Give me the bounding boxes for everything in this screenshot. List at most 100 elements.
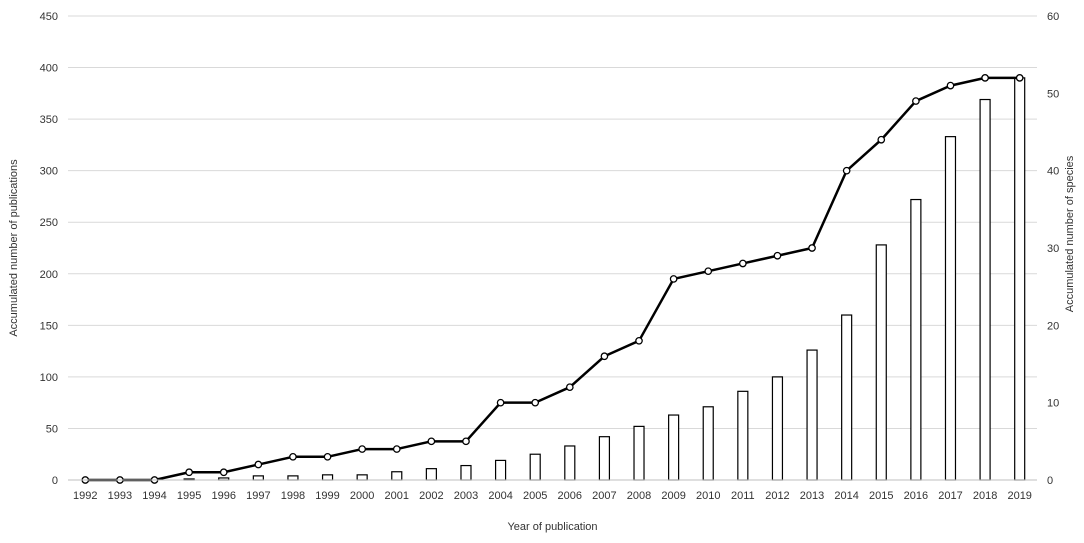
y-tick-label-right: 40 — [1047, 166, 1059, 178]
y-tick-label-right: 20 — [1047, 320, 1059, 332]
bar — [494, 459, 507, 481]
bar — [668, 414, 680, 481]
y-tick-label-left: 200 — [40, 269, 58, 281]
line-point — [392, 445, 401, 453]
bar — [806, 349, 818, 481]
x-tick-label: 2003 — [454, 490, 478, 502]
y-tick-label-right: 30 — [1047, 243, 1059, 255]
line-point — [531, 398, 540, 407]
line-point — [219, 468, 228, 477]
line-point — [981, 74, 989, 82]
x-tick-label: 2000 — [350, 490, 374, 502]
bar — [944, 136, 957, 481]
y-tick-label-left: 50 — [46, 423, 58, 435]
x-tick-label: 2001 — [385, 490, 409, 502]
x-tick-label: 2013 — [800, 490, 824, 502]
bar — [564, 445, 576, 481]
y-tick-label-left: 450 — [40, 11, 58, 23]
line-point — [358, 445, 367, 453]
line-point — [185, 468, 193, 477]
line-point — [462, 437, 470, 446]
line-point — [946, 81, 955, 90]
line-point — [773, 251, 782, 260]
x-tick-label: 2004 — [488, 490, 512, 502]
x-tick-label: 1997 — [246, 490, 270, 502]
y-tick-label-left: 250 — [40, 217, 58, 229]
bar — [321, 474, 334, 481]
bar — [702, 406, 714, 481]
y-tick-label-left: 100 — [40, 372, 58, 384]
line-point — [635, 336, 643, 345]
y-tick-label-right: 10 — [1047, 398, 1059, 410]
bar — [252, 475, 264, 481]
y-tick-label-right: 0 — [1047, 475, 1053, 487]
x-axis-title: Year of publication — [507, 521, 597, 533]
x-tick-label: 2009 — [661, 490, 685, 502]
x-tick-label: 2019 — [1007, 490, 1031, 502]
bar — [391, 471, 403, 481]
line-point — [912, 97, 920, 105]
line-point — [323, 452, 332, 461]
bar — [771, 376, 784, 481]
x-tick-label: 1994 — [142, 490, 166, 502]
line-series — [81, 74, 1024, 484]
x-tick-label: 2012 — [765, 490, 789, 502]
bar — [633, 425, 645, 481]
x-tick-label: 2008 — [627, 490, 651, 502]
x-tick-label: 2014 — [834, 490, 858, 502]
line-point — [427, 437, 436, 446]
line-point — [565, 383, 574, 392]
line-point — [496, 398, 505, 407]
y-axis-title-left: Accumulated number of publications — [8, 159, 20, 337]
y-tick-label-left: 300 — [40, 166, 58, 178]
x-tick-label: 2007 — [592, 490, 616, 502]
bar — [598, 436, 611, 481]
right-axis-ticks: 0 10 20 30 40 50 60 — [1047, 11, 1059, 487]
bar — [841, 314, 853, 481]
bar — [875, 244, 887, 481]
x-tick-label: 1998 — [281, 490, 305, 502]
y-axis-title-right: Accumulated number of species — [1064, 155, 1076, 312]
bar — [1014, 77, 1026, 481]
x-tick-label: 2002 — [419, 490, 443, 502]
y-tick-label-left: 400 — [40, 63, 58, 75]
x-tick-label: 2006 — [558, 490, 582, 502]
x-tick-label: 1992 — [73, 490, 97, 502]
line-point — [669, 275, 678, 283]
line-point — [808, 244, 816, 252]
x-axis-ticks: 1992 1993 1994 1995 1996 1997 1998 1999 2000 2001… — [73, 490, 1032, 502]
bar — [910, 198, 922, 481]
x-tick-label: 2010 — [696, 490, 720, 502]
line-point — [877, 135, 886, 144]
left-axis-ticks: 0 50 100 150 200 250 300 350 400 450 — [40, 11, 58, 487]
y-tick-label-right: 60 — [1047, 11, 1059, 23]
x-tick-label: 2011 — [731, 490, 755, 502]
line-point — [254, 460, 263, 469]
x-tick-label: 1993 — [108, 490, 132, 502]
line-point — [1015, 74, 1024, 82]
gridlines — [68, 15, 1037, 429]
x-tick-label: 2017 — [938, 490, 962, 502]
x-tick-label: 1999 — [315, 490, 339, 502]
x-tick-label: 2016 — [904, 490, 928, 502]
bar — [979, 98, 991, 481]
y-tick-label-left: 150 — [40, 320, 58, 332]
y-tick-label-left: 0 — [52, 475, 58, 487]
bar — [425, 468, 437, 481]
x-tick-label: 2005 — [523, 490, 547, 502]
line-point — [289, 452, 297, 461]
bar-series — [183, 77, 1026, 481]
bar — [460, 464, 472, 481]
x-tick-label: 1996 — [211, 490, 235, 502]
bar — [737, 390, 749, 481]
y-tick-label-right: 50 — [1047, 88, 1059, 100]
line-point — [738, 259, 747, 268]
bar — [287, 475, 299, 481]
y-tick-label-left: 350 — [40, 114, 58, 126]
x-tick-label: 2018 — [973, 490, 997, 502]
line-point — [842, 166, 851, 175]
bar — [356, 474, 368, 481]
x-tick-label: 2015 — [869, 490, 893, 502]
bar — [529, 453, 541, 481]
